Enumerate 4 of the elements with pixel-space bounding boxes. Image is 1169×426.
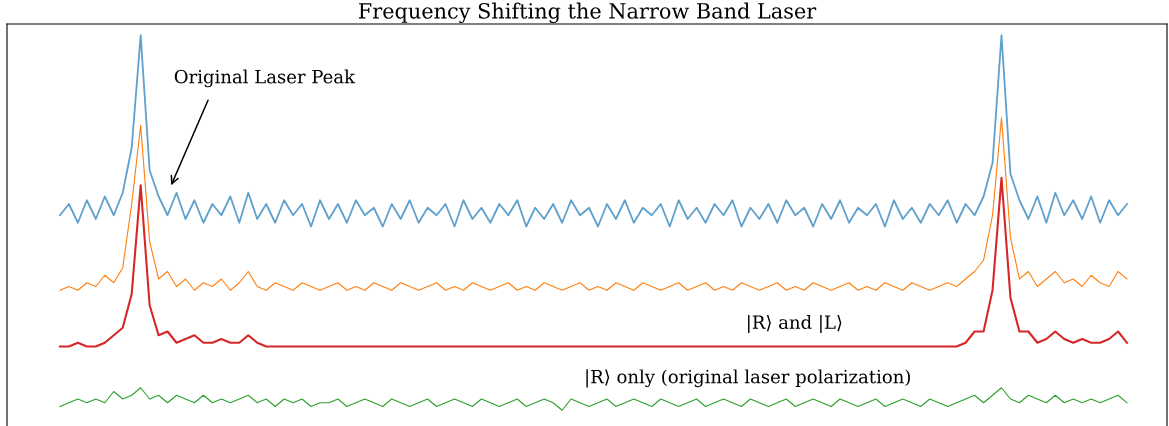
annotation: |R⟩ only (original laser polarization) [586, 369, 910, 388]
annotation: Original Laser Peak [174, 69, 356, 88]
annotation: |R⟩ and |L⟩ [748, 314, 842, 334]
chart-title: Frequency Shifting the Narrow Band Laser [358, 2, 817, 24]
